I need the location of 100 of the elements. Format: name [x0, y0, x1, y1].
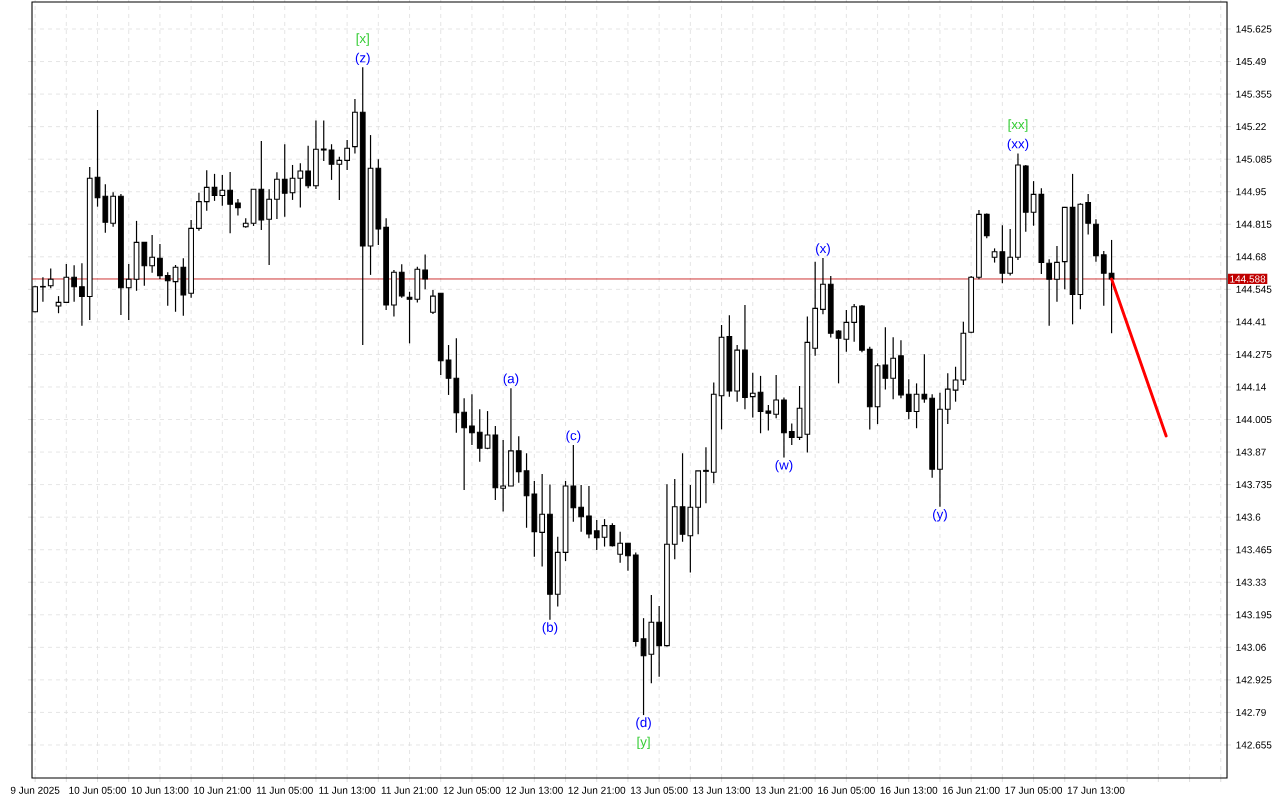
annotation: (b)	[542, 622, 558, 635]
annotation: (xx)	[1007, 138, 1029, 152]
candlestick	[149, 234, 156, 274]
y-tick-label: 145.22	[1236, 123, 1266, 131]
candlestick	[235, 198, 241, 217]
y-tick-label: 143.33	[1236, 578, 1266, 586]
annotation: [y]	[637, 736, 650, 750]
y-tick-label: 143.735	[1236, 481, 1272, 489]
annotation: (a)	[503, 373, 519, 386]
candlestick	[539, 473, 546, 568]
y-tick-label: 144.815	[1236, 220, 1272, 228]
candlestick	[476, 408, 483, 463]
x-tick-label: 10 Jun 21:00	[194, 786, 251, 794]
candlestick	[320, 120, 327, 162]
x-tick-label: 10 Jun 05:00	[69, 786, 127, 794]
candlestick	[905, 378, 912, 420]
candlestick	[203, 169, 210, 212]
candlestick	[157, 243, 163, 280]
candlestick	[851, 303, 858, 343]
candlestick	[281, 143, 288, 218]
annotation: [x]	[356, 33, 369, 46]
x-tick-label: 13 Jun 21:00	[755, 786, 813, 794]
annotation: (z)	[355, 52, 370, 66]
y-tick-label: 145.49	[1236, 58, 1266, 66]
y-tick-label: 142.925	[1236, 676, 1272, 684]
x-tick-label: 11 Jun 05:00	[256, 786, 313, 794]
candlestick	[461, 397, 468, 491]
candlestick	[656, 605, 663, 678]
y-tick-label: 144.275	[1236, 350, 1272, 358]
candlestick	[617, 531, 624, 564]
y-tick-label: 144.005	[1236, 415, 1272, 424]
annotation: (d)	[636, 717, 651, 730]
candlestick	[398, 263, 405, 299]
annotation: (c)	[566, 430, 581, 443]
y-tick-label: 145.355	[1236, 90, 1272, 98]
x-tick-label: 13 Jun 05:00	[630, 786, 688, 794]
x-tick-label: 16 Jun 21:00	[943, 786, 1000, 794]
x-tick-label: 10 Jun 13:00	[131, 786, 189, 794]
annotation: (w)	[775, 459, 793, 473]
candlestick	[578, 484, 585, 533]
candlestick	[890, 336, 897, 400]
candlestick	[788, 422, 795, 446]
candlestick	[79, 262, 85, 327]
x-tick-label: 12 Jun 13:00	[506, 786, 563, 794]
x-tick-label: 16 Jun 05:00	[818, 786, 875, 794]
y-tick-label: 142.655	[1236, 741, 1272, 749]
candlestick	[125, 263, 132, 321]
y-tick-label: 144.95	[1236, 188, 1266, 196]
y-tick-label: 143.195	[1236, 611, 1272, 619]
candlestick	[469, 393, 475, 446]
x-tick-label: 16 Jun 13:00	[880, 786, 938, 794]
candlestick	[1054, 245, 1060, 303]
x-tick-label: 17 Jun 13:00	[1067, 786, 1125, 794]
y-tick-label: 144.14	[1236, 383, 1267, 391]
candlestick	[749, 372, 756, 419]
y-tick-label: 143.06	[1236, 643, 1266, 651]
candlestick	[515, 435, 522, 484]
y-tick-label: 144.41	[1236, 318, 1266, 326]
candlestick	[593, 519, 600, 551]
y-tick-label: 145.625	[1236, 25, 1272, 33]
candlestick	[274, 171, 280, 220]
candlestick	[266, 188, 273, 266]
candlestick	[703, 446, 709, 504]
x-tick-label: 9 Jun 2025	[10, 786, 60, 794]
y-tick-label: 143.465	[1236, 546, 1272, 554]
y-tick-label: 145.085	[1236, 155, 1272, 163]
annotation: [xx]	[1008, 119, 1028, 132]
candlestick	[773, 374, 780, 419]
y-tick-label: 142.79	[1236, 708, 1266, 716]
x-tick-label: 17 Jun 05:00	[1005, 786, 1063, 794]
candlestick	[1100, 250, 1107, 307]
candlestick	[1085, 193, 1092, 235]
candlestick	[422, 253, 429, 290]
ref-line-label: 144.588	[1230, 275, 1266, 283]
y-tick-label: 144.68	[1236, 253, 1266, 261]
candlestick	[47, 267, 54, 289]
candlestick	[944, 372, 951, 425]
candlestick	[983, 212, 990, 239]
y-tick-label: 144.545	[1236, 285, 1272, 293]
annotation: (x)	[816, 243, 830, 256]
candlestick	[1046, 258, 1053, 327]
y-tick-label: 143.87	[1236, 448, 1266, 456]
x-tick-label: 11 Jun 21:00	[381, 786, 438, 794]
x-tick-label: 13 Jun 13:00	[693, 786, 751, 794]
candlestick	[305, 145, 312, 189]
x-tick-label: 12 Jun 21:00	[568, 786, 626, 794]
annotation: (y)	[933, 509, 947, 522]
x-tick-label: 12 Jun 05:00	[443, 786, 501, 794]
candlestick	[625, 542, 631, 572]
candlestick	[164, 271, 171, 307]
candlestick	[586, 485, 592, 539]
candlestick	[500, 439, 507, 513]
candlestick	[1007, 228, 1014, 277]
candlestick	[40, 276, 46, 303]
x-tick-label: 11 Jun 13:00	[319, 786, 376, 794]
candlestick	[1108, 239, 1115, 334]
candlestick	[430, 289, 436, 315]
candlestick	[71, 264, 78, 303]
candlestick	[227, 171, 234, 234]
y-tick-label: 143.6	[1236, 513, 1261, 521]
